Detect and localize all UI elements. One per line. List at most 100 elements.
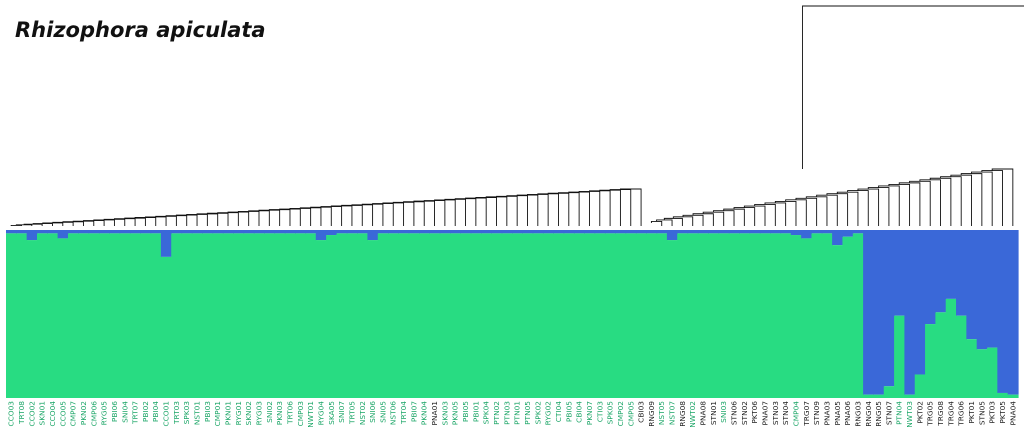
- sample-label: TRG06: [957, 401, 966, 427]
- bar-segment-blue: [150, 230, 162, 234]
- sample-label: STN02: [740, 401, 749, 425]
- bar-segment-green: [718, 233, 730, 398]
- dendrogram-link: [83, 220, 105, 226]
- bar-segment-green: [284, 233, 296, 398]
- dendrogram-link: [310, 206, 332, 226]
- admixture-bars: [6, 230, 1019, 398]
- bar-segment-green: [274, 233, 286, 398]
- sample-label: TRT03: [172, 401, 181, 425]
- bar-segment-green: [470, 233, 482, 398]
- bar-segment-blue: [181, 230, 193, 234]
- sample-label: CMP01: [213, 401, 222, 427]
- sample-label: CCO01: [162, 401, 171, 427]
- bar-segment-green: [98, 233, 110, 398]
- bar-segment-blue: [656, 230, 668, 234]
- bar-segment-green: [202, 233, 214, 398]
- sample-label: PKN01: [224, 401, 233, 426]
- sample-label: PBI03: [203, 401, 212, 422]
- bar-segment-blue: [202, 230, 214, 234]
- bar-segment-green: [36, 233, 48, 398]
- bar-segment-green: [780, 233, 792, 398]
- dendrogram: [10, 5, 1024, 226]
- sample-label: PNA07: [761, 401, 770, 426]
- bar-segment-blue: [584, 230, 596, 234]
- dendrogram-link: [516, 194, 539, 226]
- bar-segment-green: [790, 235, 802, 398]
- bar-segment-blue: [212, 230, 224, 234]
- bar-segment-green: [439, 233, 451, 398]
- bar-segment-green: [160, 256, 172, 398]
- bar-segment-green: [6, 233, 17, 398]
- bar-segment-blue: [801, 230, 813, 239]
- bar-segment-blue: [728, 230, 740, 234]
- bar-segment-blue: [501, 230, 513, 234]
- bar-segment-blue: [419, 230, 430, 234]
- dendrogram-link: [103, 218, 126, 226]
- bar-segment-blue: [140, 230, 152, 234]
- bar-segment-blue: [563, 230, 575, 234]
- bar-segment-green: [109, 233, 121, 398]
- bar-segment-blue: [873, 230, 885, 395]
- bar-segment-blue: [253, 230, 265, 234]
- sample-label: PTN05: [523, 401, 532, 425]
- bar-segment-blue: [98, 230, 110, 234]
- bar-segment-green: [553, 233, 565, 398]
- sample-label: CBI03: [637, 401, 646, 423]
- bar-segment-blue: [615, 230, 627, 234]
- sample-label: PKT05: [998, 401, 1007, 424]
- bar-segment-blue: [408, 230, 420, 234]
- bar-segment-blue: [625, 230, 637, 234]
- bar-segment-blue: [852, 230, 864, 234]
- dendrogram-link: [802, 5, 1024, 169]
- bar-segment-green: [150, 233, 162, 398]
- bar-segment-green: [656, 233, 668, 398]
- dendrogram-link: [836, 191, 859, 226]
- bar-segment-green: [708, 233, 720, 398]
- bar-segment-green: [357, 233, 369, 398]
- bar-segment-green: [821, 233, 833, 398]
- bar-segment-blue: [305, 230, 317, 234]
- bar-segment-blue: [666, 230, 678, 241]
- sample-label: PKT03: [988, 401, 997, 424]
- dendrogram-link: [258, 209, 281, 226]
- dendrogram-link: [330, 205, 353, 226]
- bar-segment-blue: [274, 230, 286, 234]
- sample-label: SKN01: [38, 401, 47, 426]
- sample-label: TRT06: [286, 401, 295, 425]
- sample-label: STN03: [771, 401, 780, 425]
- bar-segment-blue: [191, 230, 203, 234]
- bar-segment-blue: [295, 230, 307, 234]
- sample-label: PKN03: [275, 401, 284, 426]
- bar-segment-blue: [987, 230, 998, 348]
- bar-segment-blue: [16, 230, 28, 234]
- dendrogram-link: [403, 201, 425, 226]
- bar-segment-green: [398, 233, 410, 398]
- bar-segment-green: [997, 392, 1009, 398]
- bar-segment-blue: [470, 230, 482, 234]
- bar-segment-green: [697, 233, 709, 398]
- sample-label: PBI04: [151, 401, 160, 422]
- sample-label: STN07: [884, 401, 893, 425]
- sample-label: SNI06: [368, 401, 377, 423]
- dendrogram-link: [361, 203, 384, 226]
- bar-segment-green: [243, 233, 255, 398]
- bar-segment-green: [573, 233, 585, 398]
- bar-segment-blue: [57, 230, 69, 239]
- dendrogram-link: [971, 171, 993, 226]
- bar-segment-blue: [811, 230, 823, 234]
- bar-segment-blue: [522, 230, 534, 234]
- bar-segment-green: [945, 298, 957, 398]
- sample-label: NWT02: [688, 401, 697, 428]
- bar-segment-blue: [26, 230, 38, 241]
- sample-label: NST07: [668, 401, 677, 425]
- bar-segment-blue: [284, 230, 296, 234]
- bar-segment-blue: [6, 230, 17, 234]
- bar-segment-blue: [119, 230, 131, 234]
- bar-segment-green: [501, 233, 513, 398]
- sample-label: SNI02: [265, 401, 274, 423]
- bar-segment-green: [67, 233, 79, 398]
- bar-segment-blue: [573, 230, 585, 234]
- bar-segment-blue: [315, 230, 327, 241]
- bar-segment-blue: [398, 230, 410, 234]
